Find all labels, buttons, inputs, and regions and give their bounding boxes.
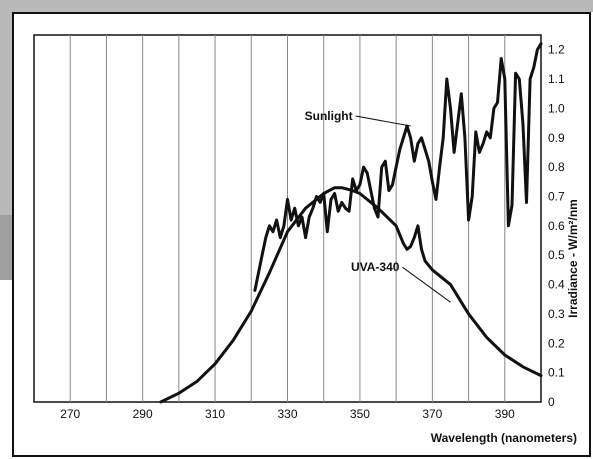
series-lines [159, 42, 543, 404]
annotation-label: Sunlight [305, 109, 353, 123]
y-axis-ticks: 0 0.1 0.2 0.3 0.4 0.5 0.6 0.7 0.8 0.9 1.0 1.1 1.2 [548, 43, 565, 409]
series-line-uva-340 [159, 186, 543, 404]
y-tick-label: 1.2 [548, 43, 565, 57]
y-axis-title: Irradiance - W/m²/nm [566, 199, 580, 318]
y-tick-label: 1.1 [548, 72, 565, 86]
y-tick-label: 0.2 [548, 336, 565, 350]
x-tick-label: 350 [350, 407, 370, 421]
y-tick-label: 0.6 [548, 219, 565, 233]
x-tick-label: 330 [277, 407, 297, 421]
x-tick-label: 310 [205, 407, 225, 421]
annotation-label: UVA-340 [351, 260, 400, 274]
x-tick-label: 370 [422, 407, 442, 421]
frame-top-bar [0, 0, 593, 12]
x-tick-label: 270 [60, 407, 80, 421]
y-tick-label: 0.5 [548, 248, 565, 262]
y-tick-label: 0 [548, 395, 555, 409]
frame-left-bar [0, 0, 12, 280]
series-annotations: Sunlight UVA-340 [305, 109, 451, 303]
frame-left-accent [0, 215, 12, 280]
x-tick-label: 390 [495, 407, 515, 421]
y-tick-label: 1.0 [548, 101, 565, 115]
x-axis-ticks: 270 290 310 330 350 370 390 [60, 407, 515, 421]
annotation-leader [402, 266, 451, 303]
x-tick-label: 290 [133, 407, 153, 421]
annotation-leader [355, 115, 411, 127]
series-line-sunlight [253, 42, 543, 292]
vertical-gridlines [69, 35, 506, 402]
y-tick-label: 0.1 [548, 366, 565, 380]
y-tick-label: 0.3 [548, 307, 565, 321]
y-tick-label: 0.7 [548, 189, 565, 203]
x-axis-title: Wavelength (nanometers) [431, 431, 577, 445]
y-tick-label: 0.8 [548, 160, 565, 174]
y-tick-label: 0.9 [548, 131, 565, 145]
y-tick-label: 0.4 [548, 278, 565, 292]
